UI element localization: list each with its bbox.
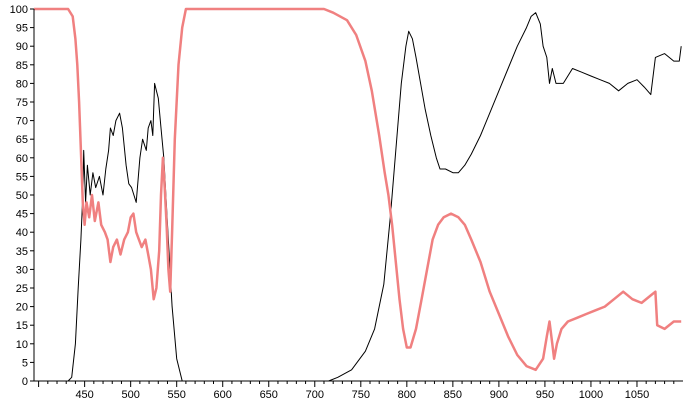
x-tick-label: 950 <box>536 389 554 401</box>
y-tick-label: 45 <box>16 209 28 221</box>
y-tick-label: 55 <box>16 171 28 183</box>
y-axis-ticks: 0 5 10 15 20 25 30 35 40 45 50 55 60 65 70 75 80 85 90 95 10… <box>10 4 34 388</box>
y-tick-label: 30 <box>16 264 28 276</box>
y-tick-label: 15 <box>16 320 28 332</box>
x-tick-label: 650 <box>260 389 278 401</box>
x-tick-label: 500 <box>121 389 139 401</box>
y-tick-label: 75 <box>16 97 28 109</box>
y-tick-label: 100 <box>10 4 28 16</box>
y-tick-label: 95 <box>16 23 28 35</box>
y-tick-label: 5 <box>22 357 28 369</box>
y-tick-label: 40 <box>16 227 28 239</box>
x-tick-label: 750 <box>352 389 370 401</box>
axes <box>33 9 683 382</box>
x-tick-label: 1050 <box>625 389 649 401</box>
series-layer <box>34 7 682 382</box>
y-tick-label: 50 <box>16 190 28 202</box>
y-tick-label: 80 <box>16 78 28 90</box>
series-line-2 <box>34 7 682 372</box>
x-tick-label: 1000 <box>579 389 603 401</box>
x-tick-label: 850 <box>444 389 462 401</box>
x-tick-label: 450 <box>75 389 93 401</box>
x-tick-label: 550 <box>168 389 186 401</box>
y-tick-label: 35 <box>16 246 28 258</box>
y-tick-label: 20 <box>16 302 28 314</box>
x-axis-ticks: 450 500 550 600 650 700 750 800 850 900 950 1000 105… <box>38 381 675 401</box>
x-tick-label: 800 <box>398 389 416 401</box>
series-line-1 <box>34 12 682 382</box>
y-tick-label: 25 <box>16 283 28 295</box>
x-tick-label: 700 <box>306 389 324 401</box>
y-tick-label: 0 <box>22 376 28 388</box>
y-tick-label: 90 <box>16 41 28 53</box>
y-tick-label: 65 <box>16 134 28 146</box>
x-tick-label: 600 <box>214 389 232 401</box>
y-tick-label: 85 <box>16 60 28 72</box>
y-tick-label: 70 <box>16 116 28 128</box>
y-tick-label: 10 <box>16 339 28 351</box>
x-tick-label: 900 <box>490 389 508 401</box>
y-tick-label: 60 <box>16 153 28 165</box>
